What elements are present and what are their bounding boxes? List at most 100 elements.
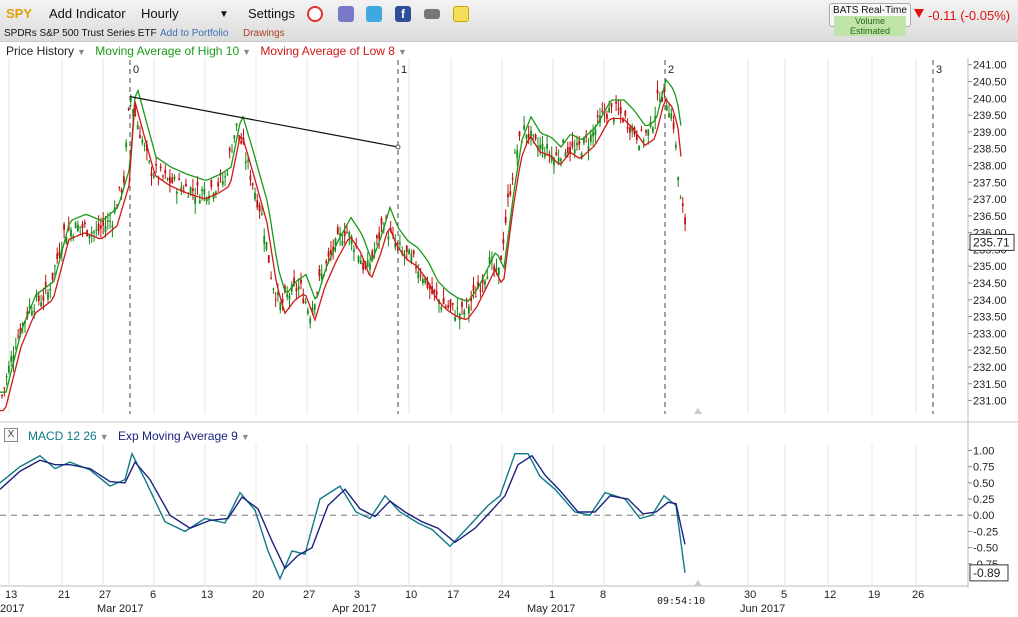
price-bar-body (516, 150, 519, 158)
y-tick-label: 239.50 (973, 110, 1007, 122)
price-bar-body (576, 142, 578, 146)
x-day-label: 1 (549, 589, 555, 601)
volume-estimated-label: Volume Estimated (834, 16, 906, 36)
price-bar-body (341, 240, 344, 246)
price-bar-body (279, 302, 282, 311)
price-bar-body (511, 178, 514, 180)
price-bar-body (267, 255, 270, 263)
chevron-down-icon[interactable]: ▼ (240, 432, 250, 442)
scroll-marker-icon[interactable] (694, 408, 702, 414)
price-bar-body (451, 303, 454, 305)
macd-tick-label: 0.00 (973, 510, 994, 522)
legend-price-history[interactable]: Price History (6, 44, 75, 58)
legend-macd[interactable]: MACD 12 26 (28, 429, 97, 443)
y-tick-label: 232.00 (973, 362, 1007, 374)
price-bar-body (277, 292, 279, 296)
price-bar-body (555, 152, 558, 156)
price-bar-body (12, 355, 15, 363)
price-bar-body (410, 254, 413, 262)
price-bar-body (596, 115, 599, 117)
price-bar-body (205, 197, 208, 202)
price-bar-body (320, 273, 323, 279)
add-indicator-button[interactable]: Add Indicator (49, 6, 126, 21)
price-bar-body (631, 126, 634, 132)
chevron-down-icon[interactable]: ▼ (242, 47, 252, 57)
price-bar-body (302, 298, 305, 303)
add-to-portfolio-link[interactable]: Add to Portfolio (160, 28, 229, 39)
interval-select[interactable]: Hourly (141, 6, 179, 21)
price-bar-body (645, 130, 647, 133)
x-month-label: Apr 2017 (332, 603, 377, 615)
price-bar-body (83, 222, 86, 225)
price-bar-body (435, 291, 438, 295)
sticky-note-icon[interactable] (453, 6, 469, 22)
price-bar-body (578, 140, 581, 145)
database-icon[interactable] (338, 6, 354, 22)
price-bar-body (580, 153, 583, 160)
price-bar-body (509, 191, 512, 195)
scroll-marker-icon[interactable] (694, 580, 702, 586)
price-bar-body (244, 161, 247, 164)
price-bar-body (90, 231, 93, 234)
price-bar-body (426, 280, 429, 288)
price-bar-body (583, 137, 585, 144)
chevron-down-icon[interactable]: ▼ (99, 432, 109, 442)
price-bar-body (332, 246, 335, 253)
legend-ma-low[interactable]: Moving Average of Low 8 (260, 44, 395, 58)
price-bar-body (601, 110, 604, 112)
price-bar-body (369, 263, 371, 270)
trendline-handle[interactable] (395, 144, 401, 150)
price-bar-body (495, 268, 498, 270)
drawings-link[interactable]: Drawings (243, 28, 285, 39)
chevron-down-icon[interactable]: ▼ (77, 47, 86, 57)
price-bar-body (192, 188, 194, 192)
price-bar-body (615, 101, 617, 104)
price-bar-body (238, 135, 240, 137)
interval-dropdown-icon[interactable]: ▼ (219, 9, 229, 20)
price-bar-body (428, 285, 431, 290)
price-bar-body (626, 127, 629, 129)
price-bar-body (201, 189, 203, 192)
price-bar-body (88, 235, 91, 239)
price-bar-body (677, 177, 680, 181)
price-bar-body (139, 134, 141, 139)
cycle-label: 3 (936, 64, 942, 76)
x-month-label: Jun 2017 (740, 603, 785, 615)
price-bar-body (286, 293, 289, 298)
price-bar-body (470, 296, 473, 302)
facebook-icon[interactable]: f (395, 6, 411, 22)
price-bar-body (523, 125, 525, 130)
price-bar-body (261, 213, 263, 215)
price-bar-body (679, 197, 682, 199)
chevron-down-icon[interactable]: ▼ (397, 47, 407, 57)
alarm-clock-icon[interactable] (307, 6, 323, 22)
close-indicator-button[interactable]: X (4, 428, 18, 442)
settings-button[interactable]: Settings (248, 6, 295, 21)
y-tick-label: 239.00 (973, 127, 1007, 139)
price-bar-body (196, 181, 199, 186)
price-bar-body (235, 123, 238, 127)
price-bar-body (668, 113, 670, 118)
price-bar-body (148, 160, 151, 163)
price-bar-body (212, 193, 215, 199)
price-bar-body (387, 236, 390, 240)
y-tick-label: 240.00 (973, 93, 1007, 105)
price-bar-body (79, 226, 82, 228)
trendline[interactable] (129, 96, 399, 148)
camera-icon[interactable] (424, 9, 440, 19)
price-bar-body (336, 226, 339, 235)
twitter-icon[interactable] (366, 6, 382, 22)
legend-signal[interactable]: Exp Moving Average 9 (117, 429, 238, 443)
legend-ma-high[interactable]: Moving Average of High 10 (95, 44, 240, 58)
price-bar-body (465, 299, 468, 301)
price-bar-body (415, 266, 417, 269)
price-bar-body (334, 238, 337, 246)
price-bar-body (185, 183, 187, 187)
price-bar-body (272, 288, 275, 290)
symbol-input[interactable]: SPY (6, 6, 33, 21)
price-bar-body (35, 294, 38, 297)
price-bar-body (412, 250, 415, 255)
price-bar-body (445, 306, 447, 308)
price-bar-body (104, 225, 107, 233)
